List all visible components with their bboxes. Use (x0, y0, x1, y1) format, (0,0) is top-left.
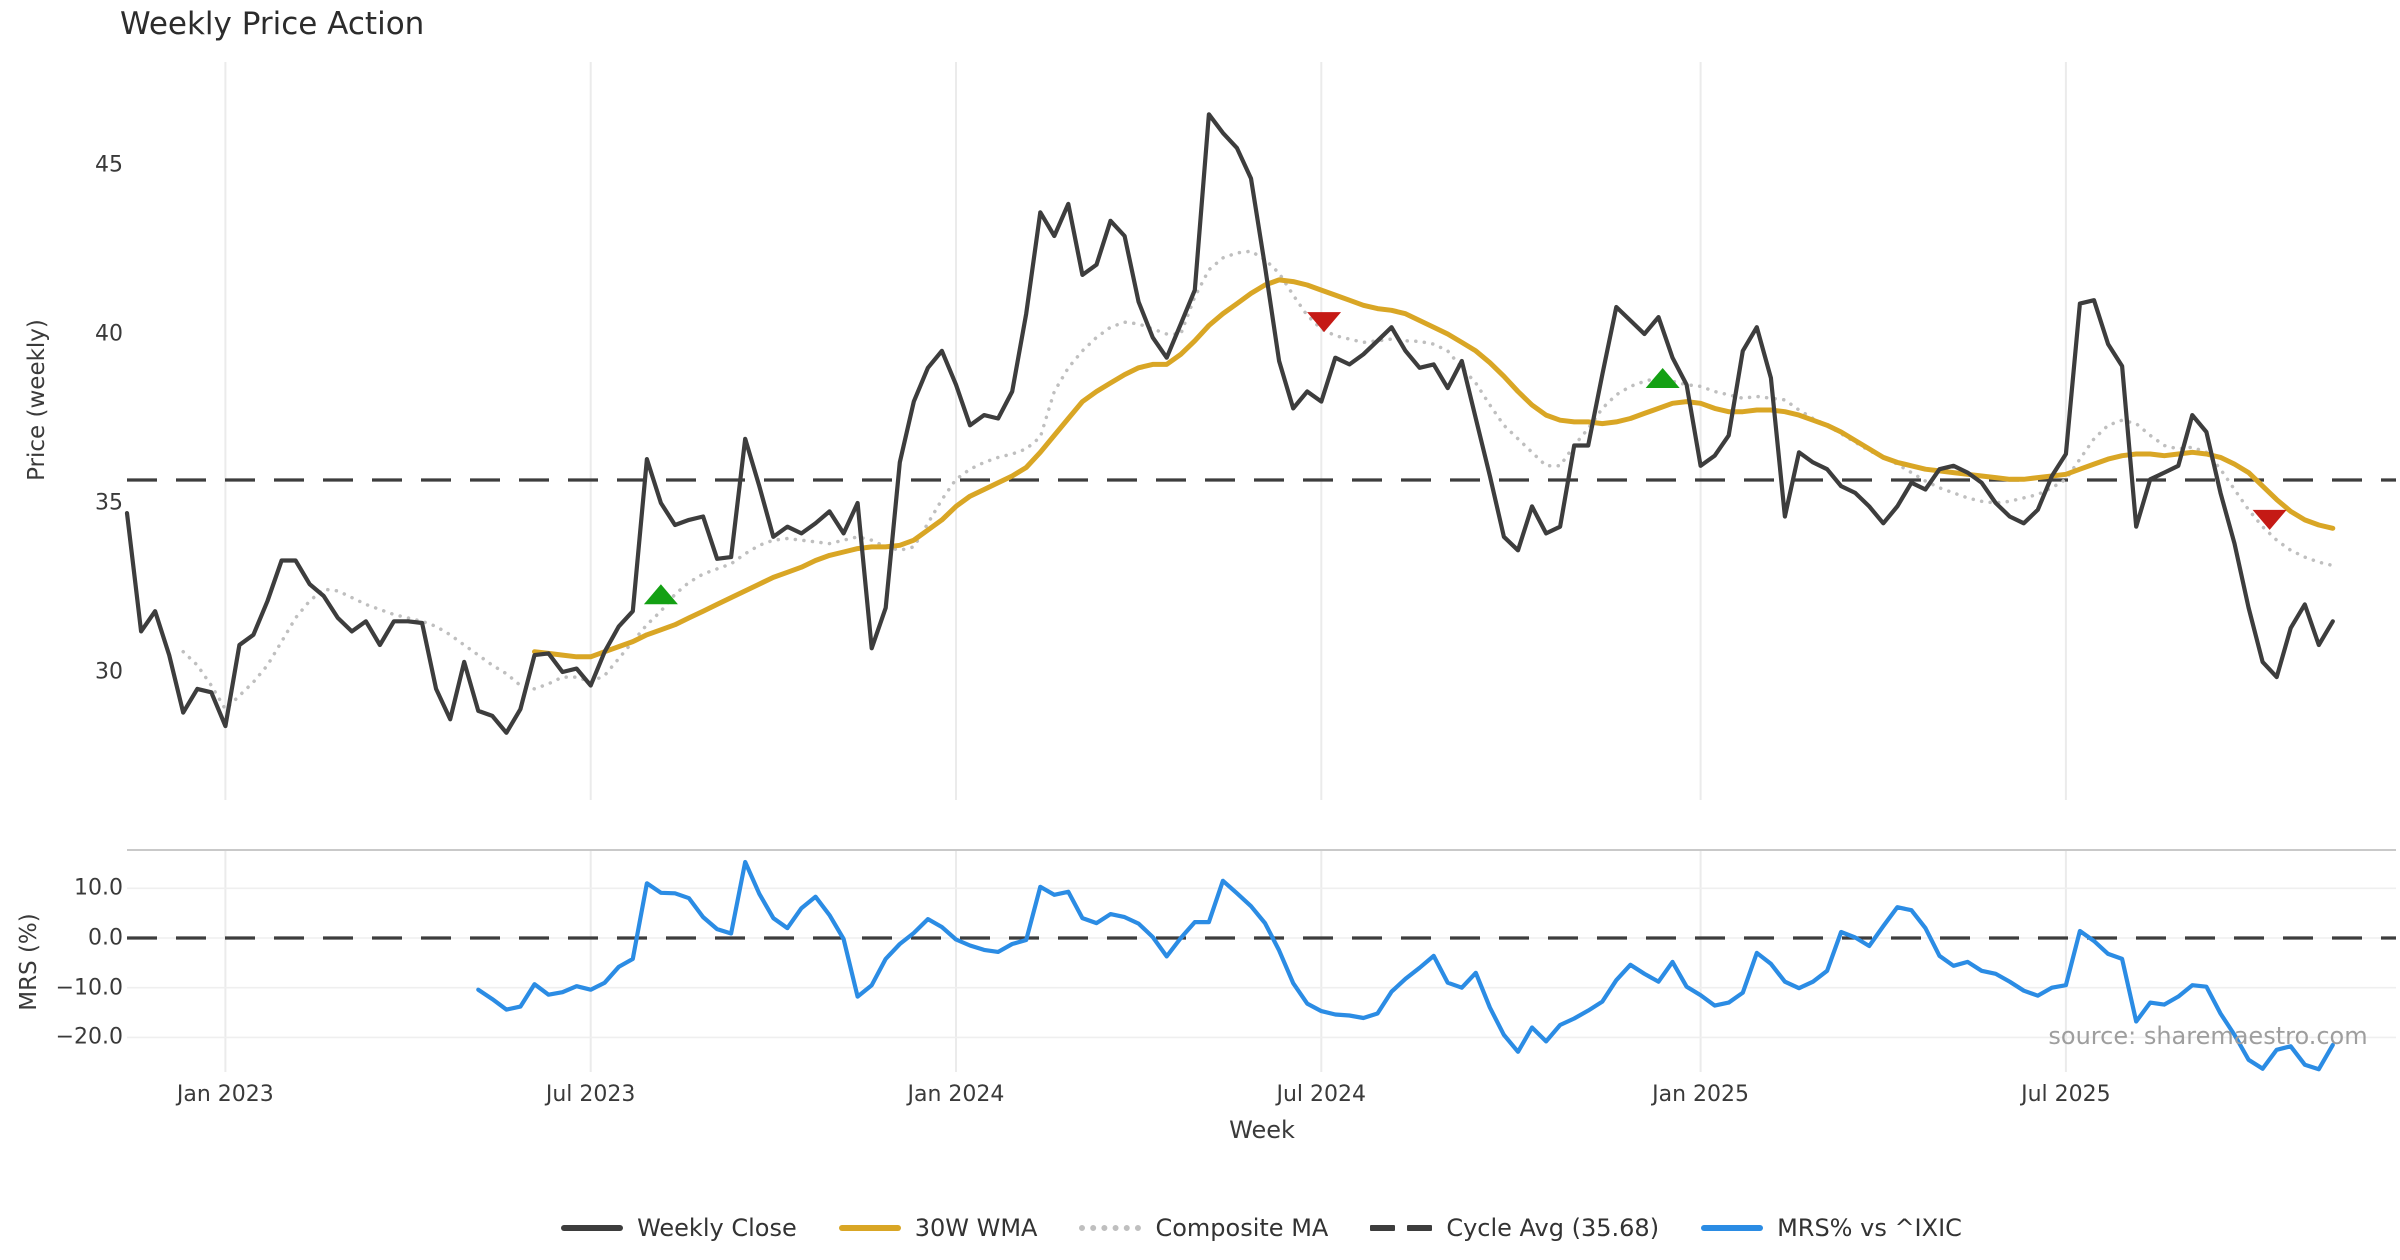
buy-signal-triangle-icon (643, 584, 678, 605)
legend-item-wma: 30W WMA (838, 1214, 1038, 1242)
legend-label: Composite MA (1155, 1214, 1329, 1242)
legend-label: MRS% vs ^IXIC (1777, 1214, 1962, 1242)
mrs-line (476, 859, 2335, 1072)
buy-signal-triangle-icon (1645, 367, 1680, 388)
wma-line (532, 277, 2336, 660)
x-tick-label: Jan 2024 (907, 1082, 1005, 1107)
price-ytick-label: 40 (95, 321, 123, 347)
x-axis-label: Week (1229, 1116, 1295, 1144)
x-tick-label: Jul 2024 (1276, 1082, 1367, 1107)
mrs-line-icon (1701, 1225, 1764, 1231)
legend-label: 30W WMA (914, 1214, 1038, 1242)
sell-signal-triangle-icon (1307, 312, 1342, 333)
page-title: Weekly Price Action (120, 6, 425, 42)
mrs-ytick-label: −20.0 (55, 1024, 123, 1050)
source-watermark: source: sharemaestro.com (2048, 1022, 2368, 1050)
mrs-ytick-label: 0.0 (88, 925, 123, 951)
chart-legend: Weekly Close 30W WMA Composite MA Cycle … (127, 1203, 2396, 1253)
legend-label: Weekly Close (637, 1214, 797, 1242)
legend-item-mrs: MRS% vs ^IXIC (1701, 1214, 1962, 1242)
x-tick-label: Jan 2025 (1652, 1082, 1750, 1107)
mrs-ytick-label: 10.0 (74, 875, 123, 901)
weekly-close-line-icon (561, 1225, 624, 1231)
wma-line-icon (838, 1225, 901, 1231)
legend-item-cycle-avg: Cycle Avg (35.68) (1370, 1214, 1659, 1242)
legend-label: Cycle Avg (35.68) (1446, 1214, 1660, 1242)
price-ytick-label: 35 (95, 490, 123, 516)
x-tick-label: Jul 2023 (545, 1082, 636, 1107)
weekly-close-line (124, 112, 2335, 735)
legend-item-weekly-close: Weekly Close (561, 1214, 797, 1242)
x-tick-label: Jan 2023 (176, 1082, 274, 1107)
x-tick-label: Jul 2025 (2021, 1082, 2111, 1107)
legend-item-composite: Composite MA (1079, 1214, 1328, 1242)
composite-ma-line (181, 249, 2335, 711)
sell-signal-triangle-icon (2252, 509, 2287, 530)
mrs-ytick-label: −10.0 (55, 975, 123, 1001)
price-ytick-label: 30 (95, 659, 123, 685)
composite-dotted-line-icon (1079, 1225, 1142, 1231)
price-ytick-label: 45 (95, 152, 123, 178)
cycle-avg-dashed-line-icon (1370, 1225, 1433, 1231)
